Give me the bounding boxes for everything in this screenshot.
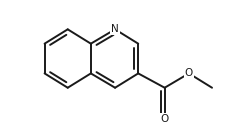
Text: O: O (160, 114, 169, 124)
Text: O: O (185, 68, 193, 78)
Text: N: N (111, 24, 119, 34)
